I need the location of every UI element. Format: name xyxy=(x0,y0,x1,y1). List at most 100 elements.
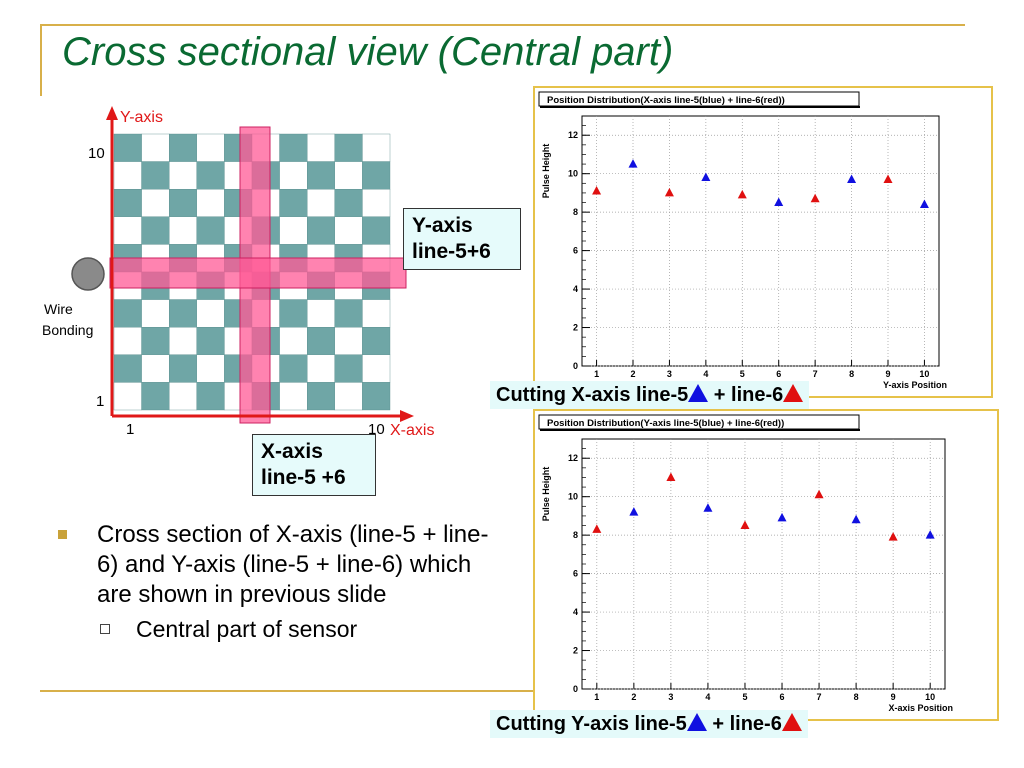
grid-cell xyxy=(334,354,363,383)
data-point-series-1 xyxy=(737,189,747,199)
blue-triangle-icon xyxy=(688,384,709,402)
title-rule-top xyxy=(40,24,965,26)
x-tick-label: 4 xyxy=(703,369,708,379)
grid-cell xyxy=(279,326,308,355)
wire-label-2: Bonding xyxy=(42,322,93,338)
grid-cell xyxy=(362,354,391,383)
diagram-x-tick-right: 10 xyxy=(368,421,385,438)
x-tick-label: 3 xyxy=(667,369,672,379)
data-point-series-0 xyxy=(919,199,929,208)
grid-cell xyxy=(141,354,170,383)
caption-bottom-mid: + line-6 xyxy=(706,713,782,735)
grid-cell xyxy=(307,382,336,411)
x-tick-label: 7 xyxy=(813,369,818,379)
content-rule-bottom xyxy=(40,690,535,692)
data-point-series-0 xyxy=(774,197,784,207)
grid-cell xyxy=(307,161,336,190)
grid-cell xyxy=(168,216,197,245)
y-tick-label: 12 xyxy=(568,453,578,463)
grid-cell xyxy=(307,133,336,162)
y-tick-label: 10 xyxy=(568,169,578,179)
grid-cell xyxy=(196,216,225,245)
chart-title: Position Distribution(X-axis line-5(blue… xyxy=(547,95,785,106)
x-axis-title: X-axis Position xyxy=(888,703,953,713)
grid-cell xyxy=(196,326,225,355)
y-tick-label: 10 xyxy=(568,492,578,502)
grid-cell xyxy=(334,326,363,355)
grid-cell xyxy=(362,161,391,190)
data-point-series-1 xyxy=(740,520,750,530)
x-tick-label: 1 xyxy=(594,692,599,702)
x-tick-label: 3 xyxy=(668,692,673,702)
grid-cell xyxy=(168,382,197,411)
grid-cell xyxy=(196,133,225,162)
x-tick-label: 8 xyxy=(854,692,859,702)
grid-cell xyxy=(196,299,225,328)
x-tick-label: 6 xyxy=(780,692,785,702)
x-axis-title: Y-axis Position xyxy=(883,380,947,390)
grid-cell xyxy=(168,299,197,328)
grid-cell xyxy=(279,382,308,411)
grid-cell xyxy=(168,188,197,217)
caption-bottom: Cutting Y-axis line-5 + line-6 xyxy=(490,710,808,738)
grid-cell xyxy=(196,382,225,411)
chart-panel-bottom: Position Distribution(Y-axis line-5(blue… xyxy=(533,409,999,721)
y-tick-label: 2 xyxy=(573,323,578,333)
x-tick-label: 9 xyxy=(885,369,890,379)
bullet-item: Cross section of X-axis (line-5 + line-6… xyxy=(58,520,498,610)
data-point-series-0 xyxy=(628,159,638,168)
grid-cell xyxy=(362,299,391,328)
grid-cell xyxy=(362,133,391,162)
y-tick-label: 8 xyxy=(573,530,578,540)
grid-cell xyxy=(362,216,391,245)
y-axis-title: Pulse Height xyxy=(541,467,551,522)
grid-cell xyxy=(307,188,336,217)
grid-cell xyxy=(334,133,363,162)
sub-bullet-text: Central part of sensor xyxy=(136,616,358,642)
grid-cell xyxy=(113,299,142,328)
data-point-series-1 xyxy=(664,187,674,197)
grid-cell xyxy=(113,133,142,162)
grid-cell xyxy=(334,161,363,190)
grid-cell xyxy=(362,326,391,355)
sub-bullet-marker xyxy=(100,624,110,634)
data-point-series-1 xyxy=(666,472,676,481)
x-tick-label: 5 xyxy=(742,692,747,702)
data-point-series-0 xyxy=(925,530,935,539)
sub-bullet-item: Central part of sensor xyxy=(100,614,498,644)
grid-cell xyxy=(334,299,363,328)
grid-cell xyxy=(113,354,142,383)
grid-cell xyxy=(307,326,336,355)
y-tick-label: 0 xyxy=(573,361,578,371)
bullet-marker xyxy=(58,530,67,539)
grid-cell xyxy=(141,382,170,411)
plot-frame xyxy=(581,115,940,367)
grid-cell xyxy=(279,299,308,328)
x-line-box-line1: X-axis xyxy=(261,440,323,463)
y-axis-arrow xyxy=(106,106,118,120)
caption-bottom-prefix: Cutting Y-axis line-5 xyxy=(496,713,687,735)
grid-cell xyxy=(279,188,308,217)
data-point-series-1 xyxy=(810,193,820,203)
grid-cell xyxy=(141,326,170,355)
grid-cell xyxy=(334,382,363,411)
grid-cell xyxy=(307,354,336,383)
chart-bottom: Position Distribution(Y-axis line-5(blue… xyxy=(538,414,953,713)
caption-top-prefix: Cutting X-axis line-5 xyxy=(496,384,689,406)
grid-cell xyxy=(279,161,308,190)
caption-top-mid: + line-6 xyxy=(708,384,784,406)
data-point-series-1 xyxy=(592,524,602,533)
x-line-box-line2: line-5 +6 xyxy=(261,466,346,489)
wire-bonding-dot xyxy=(71,257,105,291)
plot-frame xyxy=(581,438,946,690)
diagram-x-tick-left: 1 xyxy=(126,421,134,438)
x-tick-label: 10 xyxy=(919,369,929,379)
x-tick-label: 4 xyxy=(705,692,710,702)
grid-cell xyxy=(168,133,197,162)
grid-cell xyxy=(113,188,142,217)
grid-cell xyxy=(168,354,197,383)
x-tick-label: 2 xyxy=(630,369,635,379)
y-line-box: Y-axis line-5+6 xyxy=(403,208,521,270)
grid-cell xyxy=(196,161,225,190)
data-point-series-1 xyxy=(814,489,824,499)
